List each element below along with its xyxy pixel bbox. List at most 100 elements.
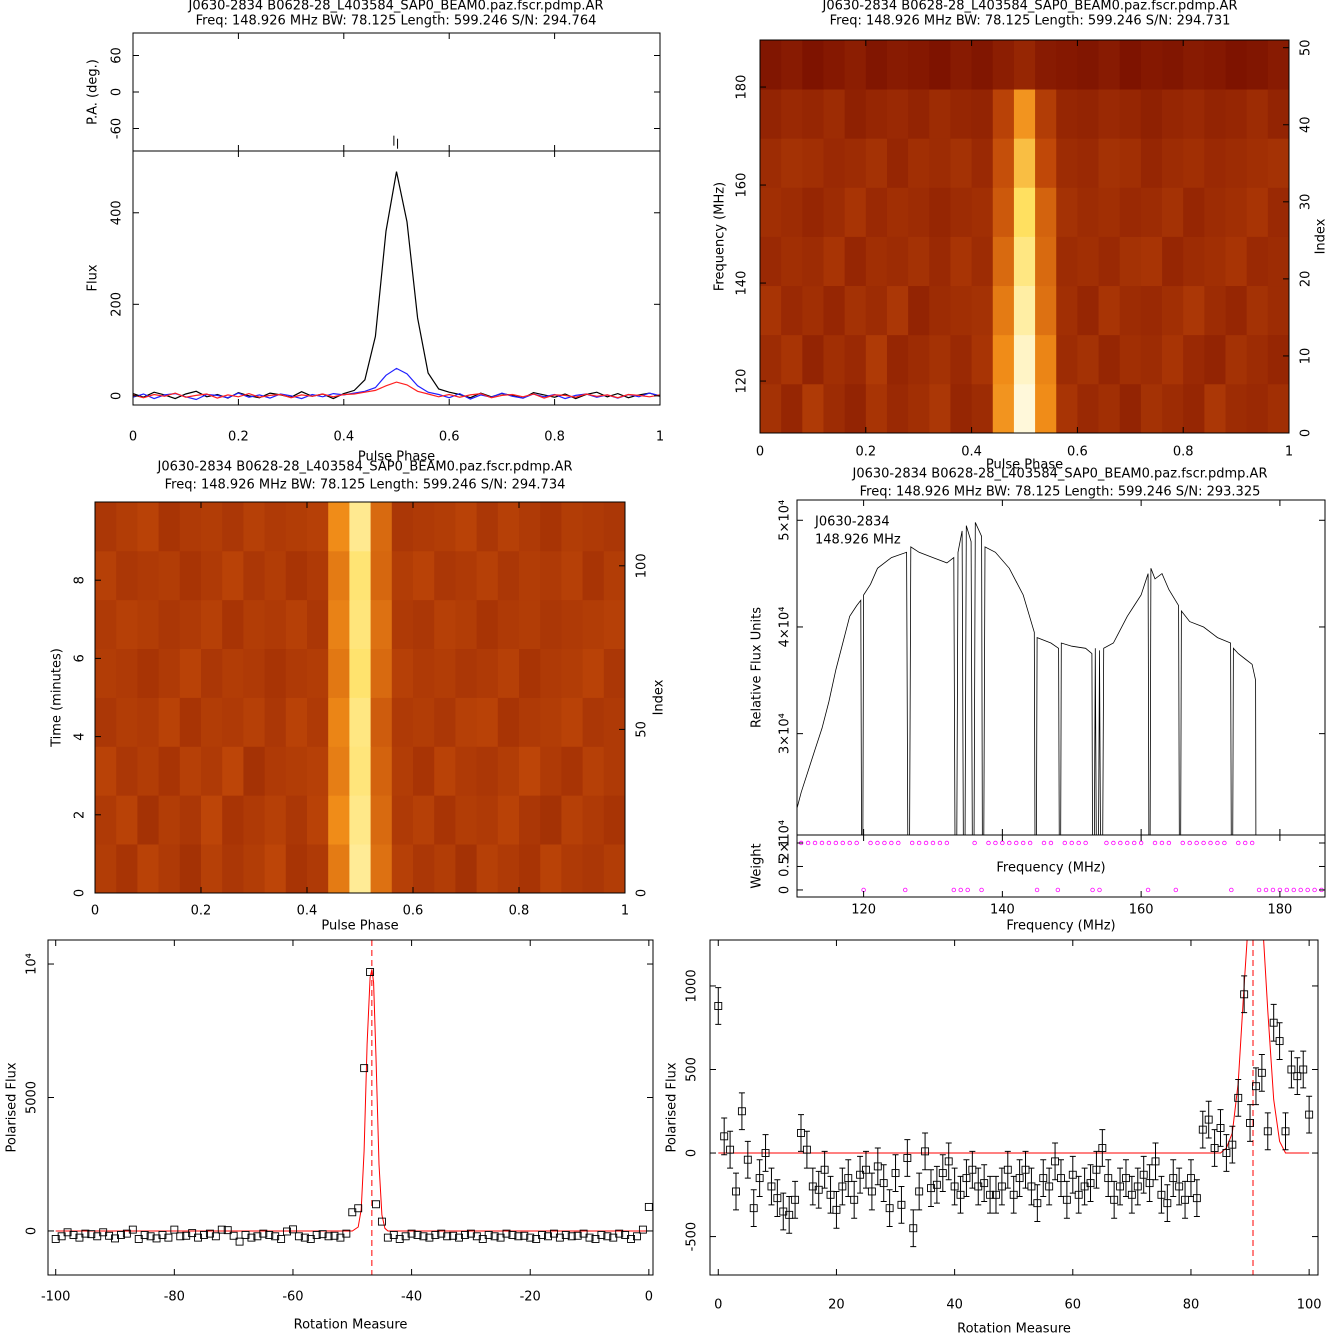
heat-cell [823, 383, 846, 434]
heat-cell [497, 550, 520, 601]
heat-cell [886, 383, 909, 434]
data-point [496, 1233, 505, 1242]
heat-cell [307, 599, 329, 650]
data-point [502, 1229, 511, 1238]
heat-cell [781, 236, 803, 287]
data-point [431, 1231, 440, 1239]
heat-cell [201, 697, 223, 747]
heat-cell [349, 795, 371, 845]
x-tick-label: 160 [1129, 903, 1154, 918]
x-tick-label: 0.8 [1173, 445, 1194, 460]
heat-cell [158, 502, 181, 552]
heat-cell [391, 599, 414, 650]
error-bar [1252, 1067, 1259, 1106]
data-point [1151, 1157, 1160, 1166]
data-point [164, 1233, 173, 1242]
heat-cell [1225, 236, 1248, 287]
heat-cell [497, 844, 520, 894]
heat-cell [285, 795, 308, 845]
heat-cell [1246, 383, 1269, 434]
heat-cell [179, 697, 202, 747]
weight-point [951, 887, 957, 893]
heat-cell [1140, 89, 1163, 139]
heat-cell [391, 844, 414, 894]
error-bar [833, 1190, 840, 1229]
data-point [425, 1233, 434, 1242]
heat-cell [1204, 40, 1226, 90]
y2-axis-title: Index [652, 679, 667, 715]
data-point [932, 1180, 941, 1189]
heat-cell [1056, 383, 1078, 434]
heat-cell [540, 502, 562, 552]
heat-cell [434, 795, 456, 845]
heat-cell [950, 138, 972, 188]
heat-cell [886, 138, 909, 188]
weight-point [1062, 840, 1068, 846]
error-bar [1217, 1109, 1224, 1147]
data-point [122, 1229, 131, 1238]
heat-cell [823, 40, 846, 90]
error-bar [1140, 1155, 1147, 1194]
data-point [921, 1147, 930, 1156]
weight-point [812, 840, 818, 846]
heat-cell [929, 138, 951, 188]
heat-cell [1098, 187, 1121, 237]
heat-cell [201, 599, 223, 650]
data-point [1246, 1119, 1255, 1127]
data-point [1068, 1170, 1077, 1179]
heat-cell [1098, 334, 1121, 385]
weight-point [1256, 887, 1262, 893]
weight-point [1208, 840, 1213, 846]
heat-cell [908, 138, 930, 188]
data-point [732, 1187, 740, 1196]
data-point [615, 1229, 624, 1238]
data-point [1098, 1144, 1107, 1152]
x-tick-label: 0.4 [297, 904, 318, 919]
error-bar [904, 1139, 911, 1177]
weight-point [833, 840, 839, 846]
data-point [389, 1231, 398, 1239]
heat-cell [307, 550, 329, 601]
weight-point [1222, 840, 1227, 846]
heat-cell [222, 795, 244, 845]
data-point [289, 1225, 297, 1234]
y-tick-label: 0 [1299, 429, 1314, 437]
heat-cell [413, 697, 435, 747]
data-point [93, 1232, 102, 1241]
error-bar [892, 1154, 899, 1192]
error-bar [1264, 1112, 1271, 1151]
heat-cell [1119, 187, 1142, 237]
x-tick-label: 1 [1285, 445, 1293, 460]
data-point [372, 1200, 380, 1209]
heat-cell [582, 697, 605, 747]
error-bar [1205, 1100, 1212, 1139]
heat-cell [971, 187, 994, 237]
heat-cell [328, 795, 350, 845]
heat-cell [243, 599, 265, 650]
data-point [134, 1235, 143, 1243]
heat-cell [391, 697, 414, 747]
heat-cell [540, 697, 562, 747]
weight-point [1201, 840, 1206, 846]
heat-cell [455, 648, 477, 698]
error-bar [762, 1134, 769, 1172]
data-point [956, 1190, 965, 1199]
heat-cell [328, 550, 350, 601]
heat-cell [929, 334, 951, 385]
data-point [342, 1229, 351, 1238]
data-point [413, 1231, 422, 1239]
heat-cell [1013, 285, 1036, 336]
heat-cell [823, 187, 846, 237]
x-tick-label: -20 [520, 1290, 541, 1305]
heat-cell [908, 40, 930, 90]
heat-cell [370, 502, 393, 552]
error-bar [1294, 1057, 1301, 1096]
data-point [1021, 1165, 1030, 1174]
heat-cell [179, 844, 202, 894]
weight-point [972, 840, 977, 846]
heat-cell [137, 550, 159, 601]
data-point [767, 1182, 776, 1191]
heat-cell [455, 844, 477, 894]
heat-cell [158, 648, 181, 698]
